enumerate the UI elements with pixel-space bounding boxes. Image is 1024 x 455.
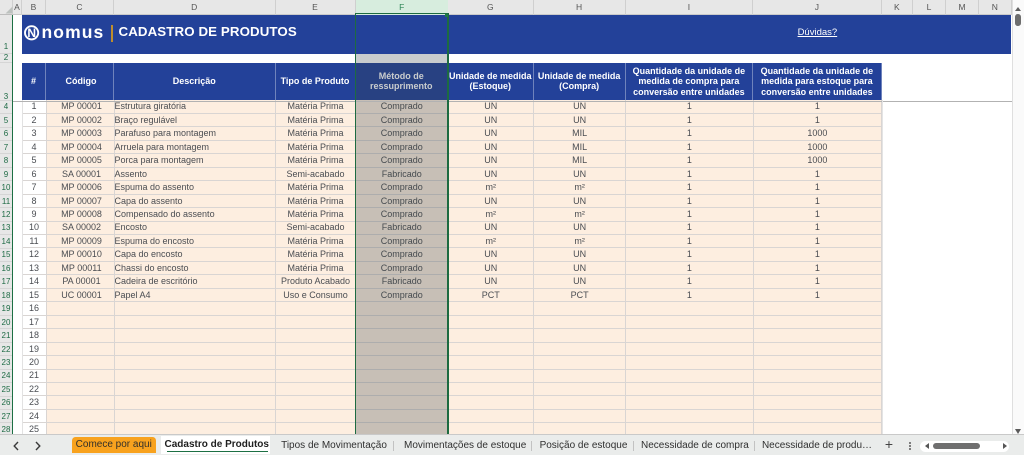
svg-text:N: N: [27, 26, 36, 40]
